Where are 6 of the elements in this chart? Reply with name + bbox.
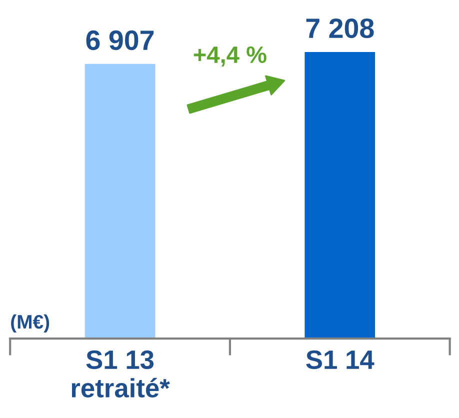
annotation: +4,4 % bbox=[194, 46, 266, 66]
data-label: 6 907 bbox=[86, 30, 154, 50]
y-axis-title: (M€) bbox=[11, 314, 50, 333]
x-tick-label: S1 13 retraité* bbox=[72, 350, 170, 398]
data-label: 7 208 bbox=[306, 18, 374, 38]
x-tick-label: S1 14 bbox=[306, 350, 374, 370]
